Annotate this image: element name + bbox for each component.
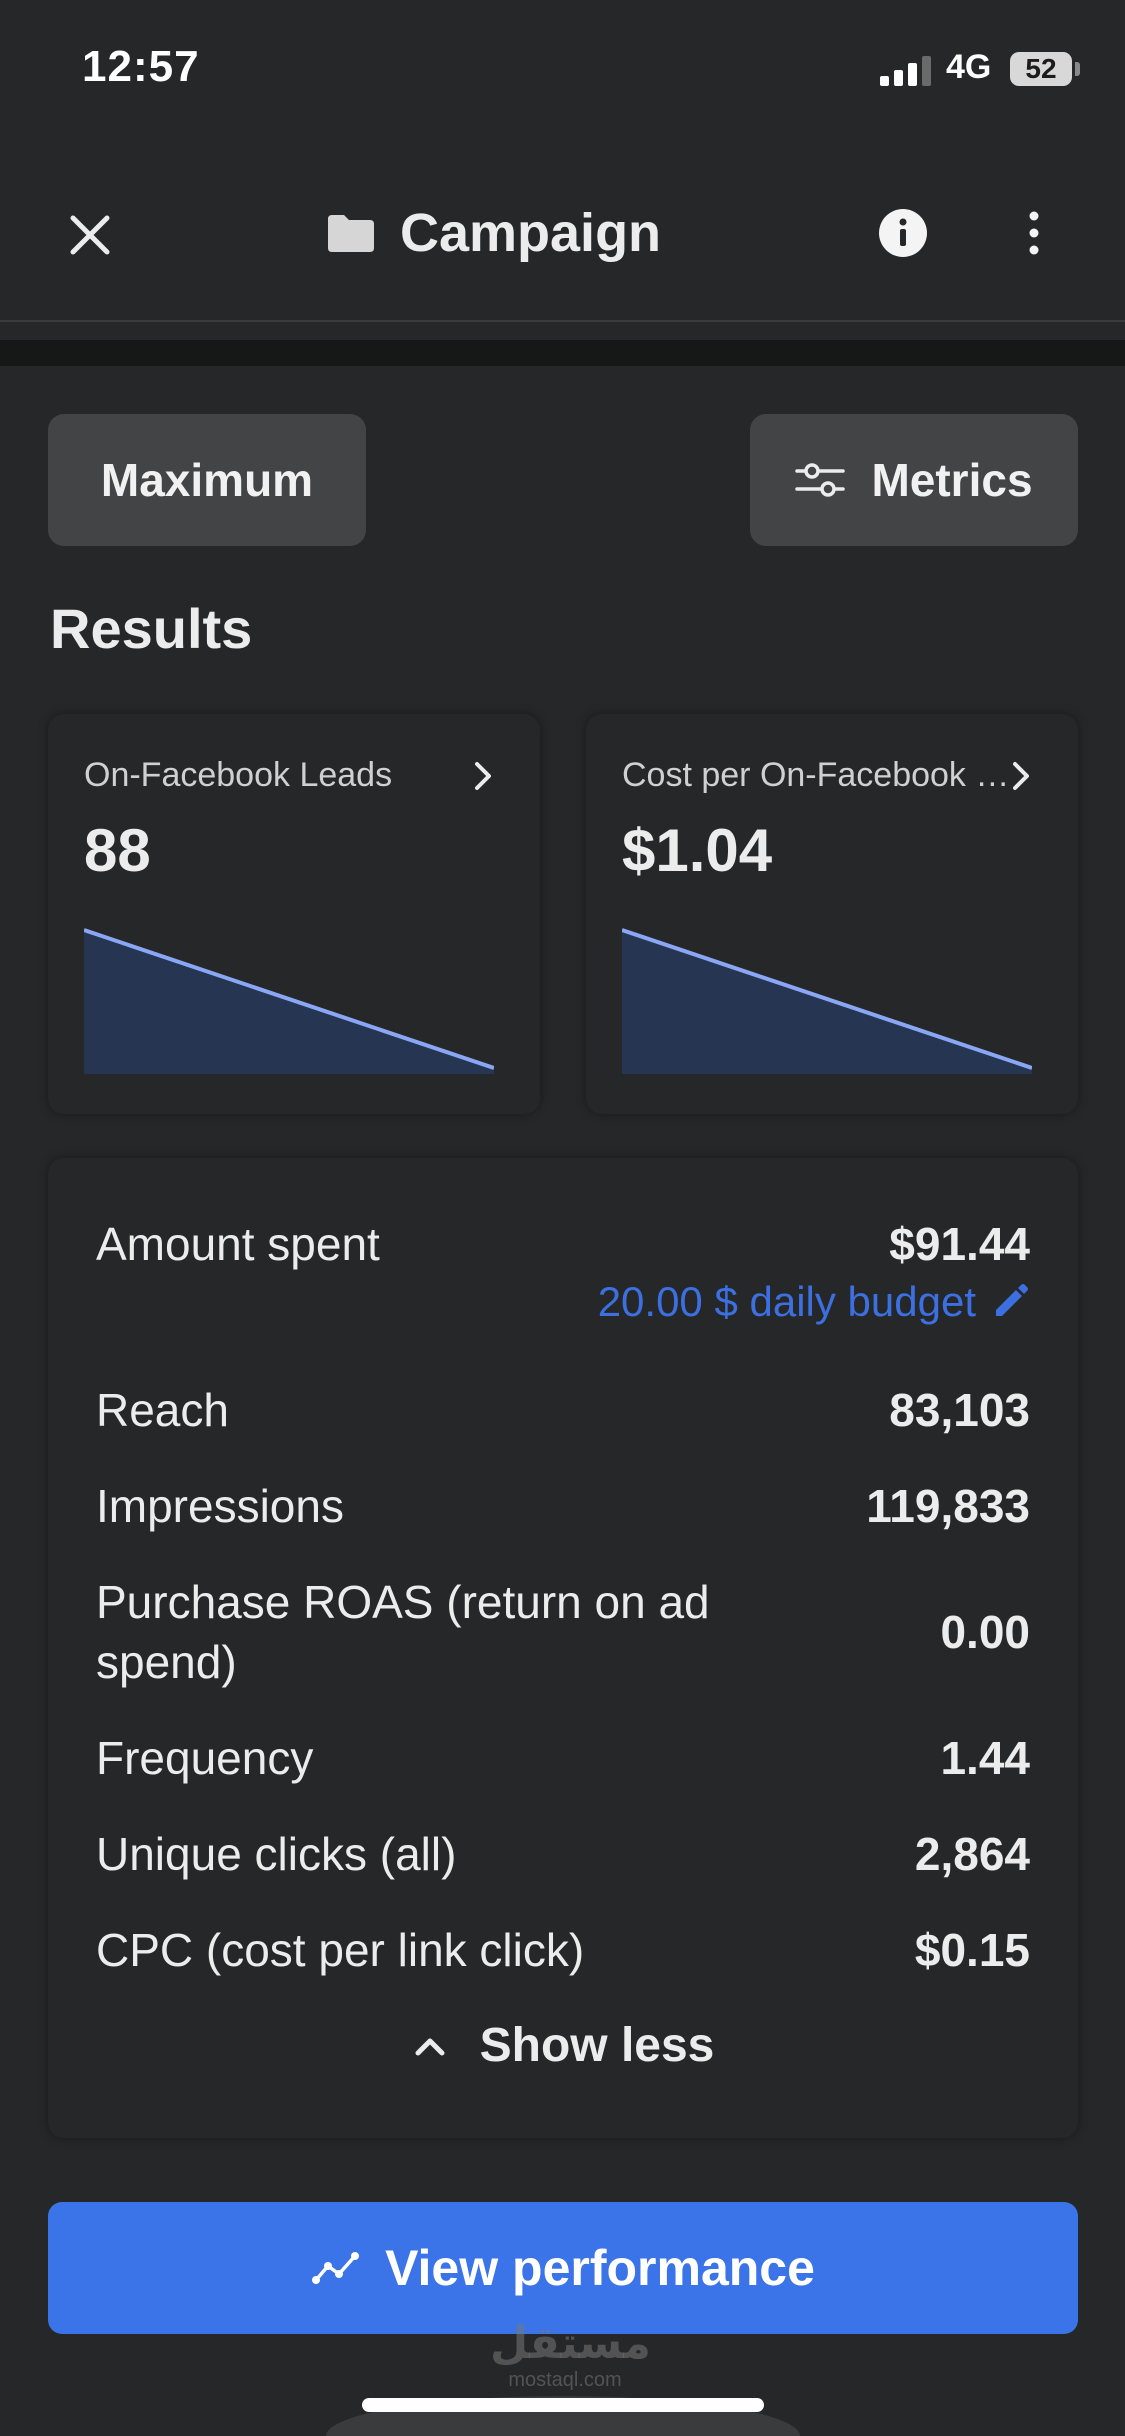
amount-spent-label: Amount spent <box>96 1218 380 1270</box>
network-type: 4G <box>946 48 992 86</box>
more-options-button[interactable] <box>1014 208 1054 258</box>
results-title: Results <box>50 597 253 660</box>
view-performance-button[interactable]: View performance <box>48 2202 1078 2334</box>
status-time: 12:57 <box>82 42 200 91</box>
sparkline-line <box>622 928 1032 1070</box>
close-icon <box>70 215 110 255</box>
card-value: 88 <box>84 817 151 884</box>
info-button[interactable] <box>878 208 928 258</box>
stat-label-frequency: Frequency <box>96 1732 314 1784</box>
stat-value-roas: 0.00 <box>940 1606 1030 1658</box>
stat-value-unique-clicks: 2,864 <box>914 1828 1030 1880</box>
stat-label-reach: Reach <box>96 1384 229 1436</box>
stat-value-reach: 83,103 <box>889 1384 1030 1436</box>
view-performance-label: View performance <box>385 2240 815 2296</box>
battery-tip <box>1075 62 1080 76</box>
cost-per-lead-card[interactable]: Cost per On-Facebook Lead $1.04 <box>586 714 1078 1114</box>
date-range-label: Maximum <box>100 454 314 506</box>
stat-label-cpc: CPC (cost per link click) <box>96 1924 585 1976</box>
stat-label-roas: Purchase ROAS (return on ad spend) <box>96 1576 710 1688</box>
leads-card[interactable]: On-Facebook Leads 88 <box>48 714 540 1114</box>
folder-icon <box>328 215 374 252</box>
date-range-button[interactable]: Maximum <box>48 414 366 546</box>
watermark-latin: mostaql.com <box>508 2369 622 2391</box>
section-divider <box>0 340 1125 366</box>
info-icon <box>879 209 927 257</box>
stat-label-unique-clicks: Unique clicks (all) <box>96 1828 457 1880</box>
sliders-icon <box>795 463 846 497</box>
signal-icon <box>880 56 934 86</box>
sparkline-line <box>84 928 494 1070</box>
card-value: $1.04 <box>622 817 773 884</box>
watermark: مستقل mostaql.com <box>490 2319 651 2392</box>
card-label: On-Facebook Leads <box>84 756 393 794</box>
stats-card: Amount spent $91.44 20.00 $ daily budget… <box>48 1158 1078 2138</box>
metrics-label: Metrics <box>871 454 1033 506</box>
header-title: Campaign <box>326 198 661 268</box>
leads-sparkline <box>84 928 494 1074</box>
show-less-label: Show less <box>479 2019 715 2072</box>
stat-value-frequency: 1.44 <box>940 1732 1030 1784</box>
status-bar: 12:57 4G 52 <box>0 0 1125 140</box>
chevron-up-icon <box>415 2038 445 2055</box>
card-label: Cost per On-Facebook Lead <box>622 756 1012 794</box>
show-less-button[interactable]: Show less <box>48 2018 1078 2073</box>
stat-value-cpc: $0.15 <box>914 1924 1030 1976</box>
watermark-arabic: مستقل <box>490 2319 651 2368</box>
page-title: Campaign <box>400 203 662 263</box>
daily-budget-link[interactable]: 20.00 $ daily budget <box>598 1278 1030 1326</box>
cost-per-lead-sparkline <box>622 928 1032 1074</box>
amount-spent-value: $91.44 <box>889 1218 1030 1270</box>
home-indicator[interactable] <box>362 2398 764 2412</box>
trend-icon <box>312 2252 360 2284</box>
daily-budget-text: 20.00 $ daily budget <box>597 1278 976 1325</box>
more-icon <box>1029 211 1039 255</box>
stat-value-impressions: 119,833 <box>866 1480 1030 1532</box>
battery-icon: 52 <box>1010 52 1072 86</box>
chevron-right-icon <box>475 762 491 790</box>
chevron-right-icon <box>1013 762 1029 790</box>
pencil-icon <box>996 1284 1028 1316</box>
stat-label-impressions: Impressions <box>96 1480 344 1532</box>
metrics-button[interactable]: Metrics <box>750 414 1078 546</box>
close-button[interactable] <box>60 205 120 265</box>
header: Campaign <box>0 150 1125 322</box>
